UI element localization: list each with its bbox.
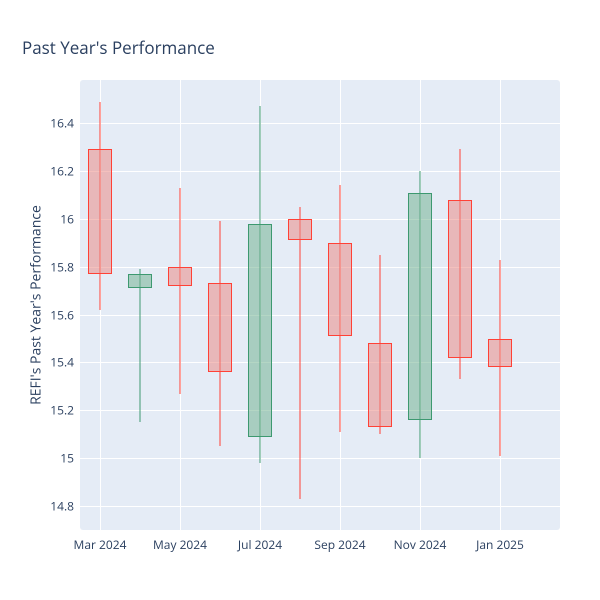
candle-body [488, 339, 512, 368]
candle [248, 80, 272, 530]
x-tick-label: Nov 2024 [394, 530, 447, 553]
chart-container: Past Year's Performance REFI's Past Year… [0, 0, 600, 600]
y-tick-label: 15.2 [50, 402, 80, 419]
candle-body [208, 283, 232, 372]
candle [368, 80, 392, 530]
candle [208, 80, 232, 530]
candle [168, 80, 192, 530]
y-tick-label: 15.8 [50, 258, 80, 275]
candle-body [288, 219, 312, 241]
chart-title: Past Year's Performance [22, 36, 215, 59]
y-tick-label: 14.8 [50, 498, 80, 515]
candle-body [368, 343, 392, 427]
y-tick-label: 15.6 [50, 306, 80, 323]
candle [488, 80, 512, 530]
candle-body [168, 267, 192, 286]
candle-body [328, 243, 352, 336]
candle-wick [140, 269, 141, 422]
candle [288, 80, 312, 530]
y-axis-title: REFI's Past Year's Performance [27, 205, 46, 405]
x-tick-label: May 2024 [153, 530, 207, 553]
x-tick-label: Jan 2025 [476, 530, 524, 553]
x-tick-label: Sep 2024 [314, 530, 365, 553]
candle-wick [180, 188, 181, 394]
candle [328, 80, 352, 530]
y-tick-label: 16.2 [50, 162, 80, 179]
candle-body [88, 149, 112, 273]
candle-wick [300, 207, 301, 499]
candle [88, 80, 112, 530]
y-tick-label: 15 [60, 450, 80, 467]
candle-body [448, 200, 472, 358]
y-tick-label: 15.4 [50, 354, 80, 371]
y-tick-label: 16 [60, 210, 80, 227]
candle [128, 80, 152, 530]
plot-area: 14.81515.215.415.615.81616.216.4Mar 2024… [80, 80, 560, 530]
candle-body [408, 193, 432, 420]
y-tick-label: 16.4 [50, 115, 80, 132]
x-tick-label: Jul 2024 [238, 530, 282, 553]
candle [408, 80, 432, 530]
x-tick-label: Mar 2024 [74, 530, 127, 553]
candle-body [128, 274, 152, 288]
candle-body [248, 224, 272, 437]
candle [448, 80, 472, 530]
